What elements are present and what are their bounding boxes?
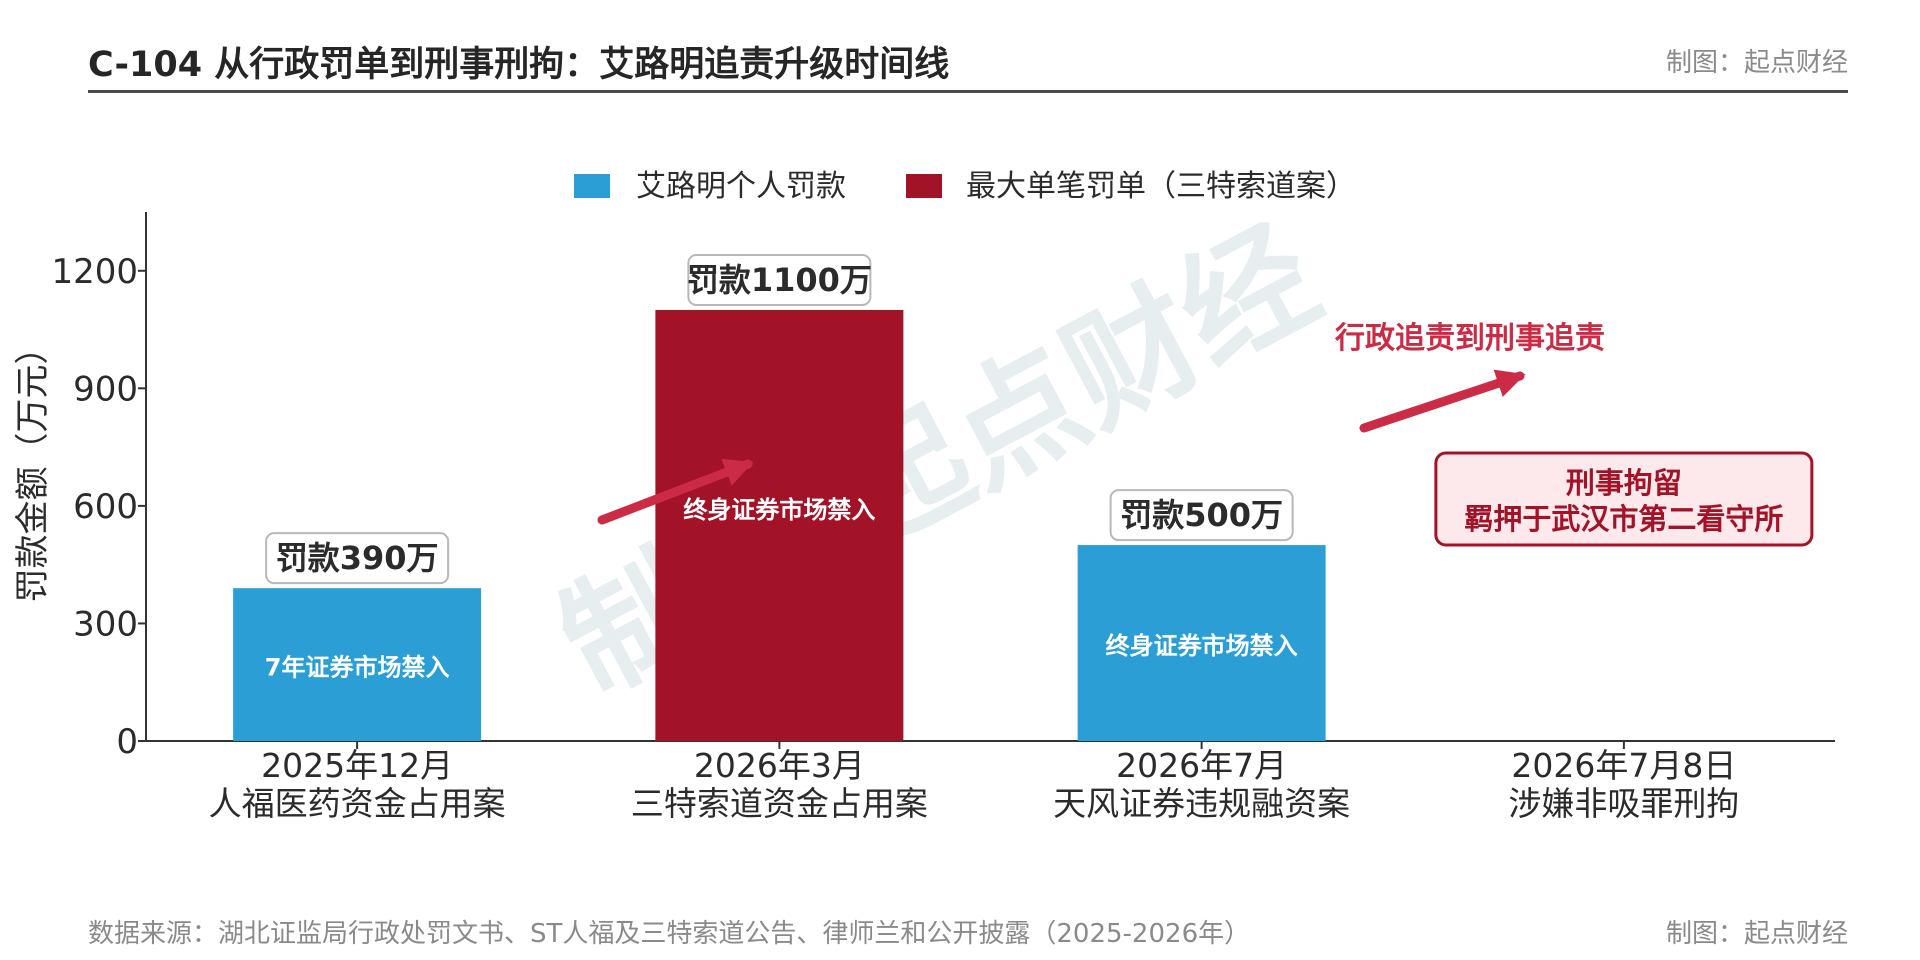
bar-value-callout-box: [265, 532, 450, 585]
bar: [233, 588, 482, 741]
legend-label: 最大单笔罚单（三特索道案）: [966, 169, 1356, 204]
x-tick-label-date: 2026年7月8日: [1511, 746, 1736, 785]
chart-credit-bottom: 制图：起点财经: [1665, 919, 1848, 949]
x-tick-label-case: 涉嫌非吸罪刑拘: [1508, 784, 1739, 823]
bar-value-label: 罚款500万: [1120, 496, 1283, 534]
bar-value-callout-box: [1109, 489, 1294, 542]
detention-box-line: 羁押于武汉市第二看守所: [1464, 502, 1783, 536]
bar: [1077, 545, 1326, 741]
y-tick-label: 1200: [51, 252, 138, 292]
bar-value-label: 罚款390万: [276, 539, 439, 577]
y-tick-label: 300: [73, 604, 138, 644]
bar-chart: 制图·起点财经 艾路明个人罚款 最大单笔罚单（三特索道案） 03006009001…: [13, 169, 1835, 823]
legend-label: 艾路明个人罚款: [636, 169, 846, 204]
bar-value-callout-box: [687, 253, 872, 306]
legend-swatch: [906, 174, 942, 198]
y-tick-label: 900: [73, 369, 138, 409]
x-tick-label-date: 2026年7月: [1116, 746, 1287, 785]
escalation-arrow: [1359, 369, 1526, 433]
legend-swatch: [574, 174, 610, 198]
bar-inner-label: 7年证券市场禁入: [265, 654, 450, 682]
y-axis-title: 罚款金额（万元）: [13, 331, 53, 603]
x-tick-label-case: 天风证券违规融资案: [1053, 784, 1350, 823]
bar-inner-label: 终身证券市场禁入: [683, 496, 875, 524]
data-source-note: 数据来源：湖北证监局行政处罚文书、ST人福及三特索道公告、律师兰和公开披露（20…: [88, 919, 1251, 949]
detention-box: [1434, 451, 1814, 547]
bar-inner-label: 终身证券市场禁入: [1106, 632, 1298, 660]
x-tick-label-case: 三特索道资金占用案: [631, 784, 928, 823]
escalation-arrow: [597, 458, 754, 525]
chart-credit-top: 制图：起点财经: [1665, 48, 1848, 78]
bar-value-label: 罚款1100万: [687, 261, 872, 299]
bar: [655, 309, 904, 741]
title-divider: [88, 90, 1848, 93]
page-title: C-104 从行政罚单到刑事刑拘：艾路明追责升级时间线: [88, 45, 950, 85]
y-tick-label: 600: [73, 487, 138, 527]
x-tick-label-date: 2026年3月: [694, 746, 865, 785]
detention-box-line: 刑事拘留: [1566, 466, 1682, 500]
escalation-label: 行政追责到刑事追责: [1334, 321, 1605, 356]
y-tick-label: 0: [116, 722, 138, 762]
x-tick-label-case: 人福医药资金占用案: [209, 784, 506, 823]
x-tick-label-date: 2025年12月: [261, 746, 453, 785]
